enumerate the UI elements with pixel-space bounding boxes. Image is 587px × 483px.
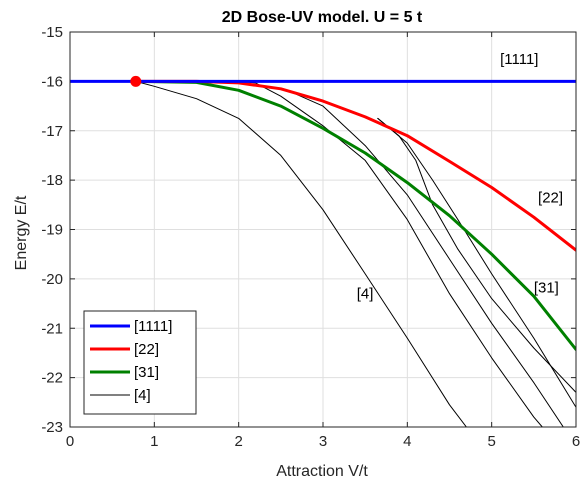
plot-area: 0 1 2 3 4 5 6 -15 -16 -17 -18 -19 -20 -21 -22 -23 [1111]… bbox=[41, 24, 580, 450]
y-tick-label: -19 bbox=[41, 222, 63, 239]
y-tick-label: -18 bbox=[41, 172, 63, 189]
x-tick-label: 1 bbox=[150, 433, 158, 450]
x-tick-label: 2 bbox=[234, 433, 242, 450]
start-point-marker bbox=[130, 75, 142, 87]
y-tick-label: -15 bbox=[41, 24, 63, 41]
x-tick-label: 4 bbox=[403, 433, 411, 450]
annotation-label: [4] bbox=[357, 286, 374, 303]
annotation-label: [1111] bbox=[500, 51, 538, 68]
y-tick-label: -17 bbox=[41, 123, 63, 140]
legend-label: [4] bbox=[134, 387, 151, 404]
x-axis-label: Attraction V/t bbox=[276, 463, 368, 480]
legend-label: [1111] bbox=[134, 318, 172, 335]
legend-label: [22] bbox=[134, 341, 159, 358]
y-tick-label: -23 bbox=[41, 419, 63, 436]
annotation-label: [22] bbox=[538, 189, 563, 206]
series-line-4 bbox=[135, 80, 467, 427]
x-tick-label: 3 bbox=[319, 433, 327, 450]
y-tick-label: -20 bbox=[41, 271, 63, 288]
x-tick-label: 6 bbox=[572, 433, 580, 450]
axes-frame bbox=[69, 31, 577, 428]
annotation-label: [31] bbox=[534, 280, 559, 297]
extra-curve bbox=[288, 90, 564, 427]
series-line-31 bbox=[134, 79, 576, 351]
y-tick-label: -16 bbox=[41, 73, 63, 90]
x-tick-label: 5 bbox=[487, 433, 495, 450]
legend-box bbox=[83, 310, 197, 415]
chart-title: 2D Bose-UV model. U = 5 t bbox=[222, 9, 423, 26]
y-tick-label: -21 bbox=[41, 320, 63, 337]
extra-curve bbox=[377, 117, 576, 393]
y-tick-label: -22 bbox=[41, 370, 63, 387]
legend-label: [31] bbox=[134, 364, 159, 381]
extra-curve bbox=[377, 117, 576, 408]
x-tick-label: 0 bbox=[66, 433, 74, 450]
y-axis-label: Energy E/t bbox=[13, 195, 30, 270]
extra-curve bbox=[238, 80, 543, 427]
